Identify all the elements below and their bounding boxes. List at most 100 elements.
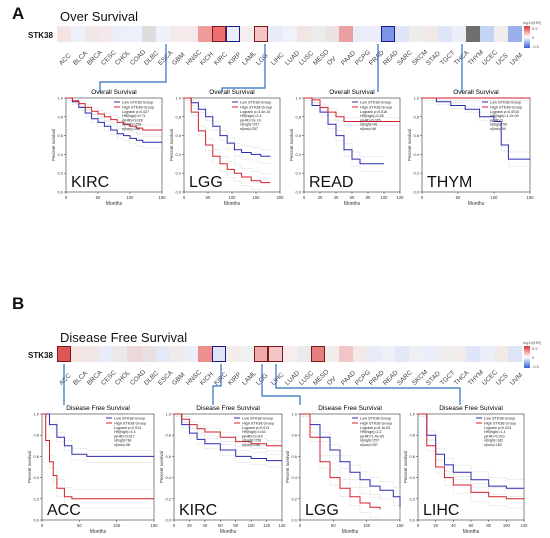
confidence-band	[422, 100, 530, 167]
legend-label: Low STK38 Group	[490, 101, 521, 105]
x-tick-label: 0	[65, 195, 68, 200]
y-axis-label: Percent survival	[285, 451, 290, 483]
confidence-band	[42, 416, 154, 509]
x-tick-label: 100	[363, 523, 371, 528]
confidence-band	[422, 97, 530, 153]
heatmap-cell-esca	[155, 346, 170, 362]
legend-label: High STK38 Group	[360, 422, 392, 426]
heatmap-cell-read	[381, 346, 396, 362]
y-axis-label: Percent survival	[169, 129, 174, 161]
x-axis-label: Months	[344, 201, 361, 207]
heatmap-cell-lgg	[254, 26, 269, 42]
x-tick-label: 140	[279, 523, 287, 528]
heatmap-cell-kirc	[212, 346, 227, 362]
x-tick-label: 200	[277, 195, 285, 200]
confidence-band	[174, 416, 282, 452]
series-line-high	[304, 97, 400, 122]
x-tick-label: 120	[263, 523, 271, 528]
legend-label: Low STK38 Group	[240, 101, 271, 105]
series-line-high	[66, 97, 162, 131]
y-tick-label: 0.6	[291, 454, 297, 459]
km-plot-kirc: Disease Free Survival 0.0 0.2 0.4 0.6 0.8 1.0 0…	[159, 405, 286, 535]
stat-text: n(high)=38	[114, 439, 131, 443]
heatmap-cell-lihc	[268, 346, 283, 362]
km-plot-kirc: Overall Survival 0.0 0.2 0.4 0.6 0.8 1.0 0 50 100…	[51, 89, 166, 207]
stat-text: p(HR)=1	[490, 118, 504, 122]
stat-text: n(high)=257	[240, 123, 259, 127]
x-tick-label: 40	[203, 523, 208, 528]
heatmap-cell-coad	[127, 346, 142, 362]
y-axis-label: Percent survival	[403, 451, 408, 483]
stat-text: n(low)=258	[122, 127, 140, 131]
y-axis-label: Percent survival	[159, 451, 164, 483]
series-line-high	[418, 413, 524, 500]
heatmap-row	[57, 26, 523, 42]
stat-text: p(HR)=1.4e-05	[360, 434, 384, 438]
plot-title: Overall Survival	[453, 89, 499, 96]
legend-label: High STK38 Group	[484, 422, 516, 426]
stat-text: Logrank p=0.014	[114, 426, 141, 430]
y-tick-label: 0.4	[291, 475, 297, 480]
colorbar-title: log10(HR)	[523, 340, 542, 345]
legend-label: High STK38 Group	[242, 422, 274, 426]
x-tick-label: 100	[113, 523, 121, 528]
y-tick-label: 0.6	[409, 454, 415, 459]
x-tick-label: 80	[233, 523, 238, 528]
heatmap-cell-meso	[310, 26, 325, 42]
stat-text: p(HR)=0.014	[242, 434, 263, 438]
panel-letter: B	[12, 294, 25, 313]
confidence-band	[418, 416, 524, 497]
connector-line	[221, 44, 266, 92]
y-axis-label: Percent survival	[407, 129, 412, 161]
plot-title: Overall Survival	[91, 89, 137, 96]
y-tick-label: 0.2	[33, 496, 39, 501]
y-tick-label: 1.0	[33, 412, 39, 417]
plot-frame	[299, 413, 401, 521]
y-axis-label: Percent survival	[51, 129, 56, 161]
stat-text: Logrank p=0.018	[360, 110, 387, 114]
x-axis-label: Months	[224, 201, 241, 207]
heatmap-cell-sarc	[395, 26, 410, 42]
legend-label: Low STK38 Group	[242, 417, 273, 421]
km-plot-thym: Overall Survival 0.0 0.2 0.4 0.6 0.8 1.0 0 50 100…	[407, 89, 534, 207]
stat-text: HR(high)=0.28	[360, 114, 383, 118]
heatmap-cell-stad	[423, 26, 438, 42]
y-tick-label: 0.8	[409, 433, 415, 438]
confidence-band	[418, 413, 524, 490]
stat-text: p(HR)=0.025	[360, 118, 381, 122]
stat-text: Logrank p=0.0015	[490, 110, 519, 114]
heatmap-cell-esca	[155, 26, 170, 42]
heatmap-cell-paad	[338, 346, 353, 362]
y-tick-label: 1.0	[295, 96, 301, 101]
y-tick-label: 0.2	[175, 171, 181, 176]
heatmap-cell-sarc	[395, 346, 410, 362]
panel-a: A Over Survival STK38 ACC BLCA BRCA CESC CHO…	[0, 0, 550, 255]
legend-label: High STK38 Group	[240, 106, 272, 110]
gene-label: STK38	[28, 31, 53, 40]
y-tick-label: 1.0	[413, 96, 419, 101]
heatmap-cell-blca	[71, 346, 86, 362]
stat-text: n(low)=38	[114, 443, 130, 447]
y-tick-label: 0.2	[409, 496, 415, 501]
cancer-type-label: READ	[309, 174, 353, 191]
colorbar-title: log10(HR)	[523, 20, 542, 25]
panel-title: Disease Free Survival	[60, 330, 188, 345]
confidence-band	[184, 100, 271, 192]
heatmap-cell-kirc	[212, 26, 227, 42]
km-plot-acc: Disease Free Survival 0.0 0.2 0.4 0.6 0.8 1.0 0…	[27, 405, 158, 535]
heatmap-cell-kirp	[226, 26, 241, 42]
x-tick-label: 120	[521, 523, 529, 528]
confidence-band	[184, 97, 271, 150]
heatmap-cell-prad	[367, 26, 382, 42]
heatmap-cell-acc	[57, 346, 72, 362]
confidence-band	[66, 100, 162, 136]
y-tick-label: 0.4	[175, 152, 181, 157]
confidence-band	[174, 416, 282, 468]
legend-label: High STK38 Group	[114, 422, 146, 426]
y-tick-label: 0.4	[165, 475, 171, 480]
stat-text: n(low)=46	[360, 127, 376, 131]
y-tick-label: 0.6	[295, 133, 301, 138]
y-tick-label: 0.2	[413, 171, 419, 176]
y-tick-label: 0.6	[175, 133, 181, 138]
stat-text: n(high)=182	[484, 439, 503, 443]
